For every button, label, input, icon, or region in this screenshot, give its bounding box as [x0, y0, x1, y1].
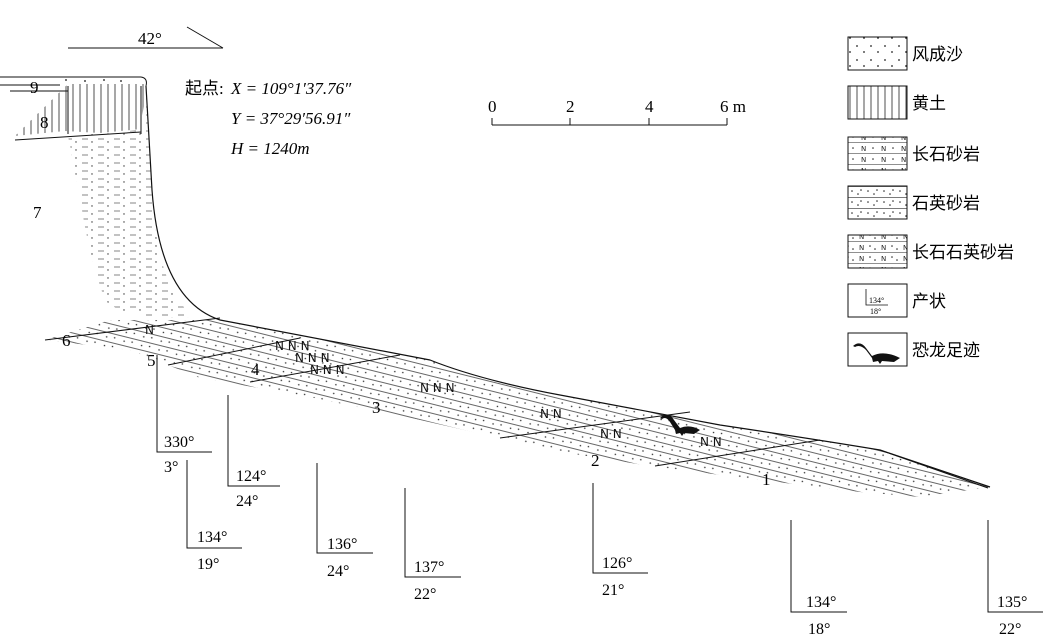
dinosaur-track-icon [660, 414, 700, 436]
start-y-coordinate: Y = 37°29′56.91″ [231, 109, 351, 128]
attitude-dip: 24° [236, 493, 258, 510]
legend-item-loess: 黄土 [847, 85, 946, 120]
legend-attitude-azimuth: 134° [869, 296, 884, 305]
layer-9-aeolian-sand [0, 76, 147, 92]
layer-number-6: 6 [62, 331, 71, 350]
scale-tick-label: 2 [566, 97, 575, 116]
svg-text:N N N: N N N [295, 351, 330, 365]
attitude-dip: 19° [197, 556, 219, 573]
layer-labels: 9 8 7 6 5 4 3 2 1 [30, 78, 771, 489]
attitude-azimuth: 135° [997, 594, 1027, 611]
svg-text:N N: N N [700, 435, 722, 449]
attitude-marker: 124° 24° [227, 395, 280, 510]
scale-bar: 0 2 4 6 m [488, 97, 746, 126]
attitude-azimuth: 134° [197, 529, 227, 546]
attitude-marker: 137° 22° [404, 488, 461, 603]
legend-item-dinosaur-track: 恐龙足迹 [847, 332, 980, 367]
attitude-dip: 22° [999, 621, 1021, 638]
svg-text:N N: N N [540, 407, 562, 421]
layer-number-8: 8 [40, 113, 49, 132]
svg-text:N N N: N N N [310, 363, 345, 377]
legend-label: 长石石英砂岩 [912, 243, 1014, 263]
attitude-azimuth: 134° [806, 594, 836, 611]
direction-bearing: 42° [138, 29, 162, 48]
scale-tick-label: 4 [645, 97, 654, 116]
attitude-dip: 18° [808, 621, 830, 638]
attitude-marker: 134° 18° [790, 520, 847, 638]
legend: 风成沙 黄土 长石砂岩 石英砂岩 长石石英砂岩 134° 18° 产状 [847, 36, 1014, 367]
layer-number-4: 4 [251, 360, 260, 379]
attitude-azimuth: 136° [327, 536, 357, 553]
legend-item-aeolian-sand: 风成沙 [847, 36, 963, 71]
layer-number-3: 3 [372, 398, 381, 417]
legend-label: 产状 [912, 292, 946, 312]
legend-label: 长石砂岩 [912, 145, 980, 165]
svg-text:N N N: N N N [275, 339, 310, 353]
layer-number-1: 1 [762, 470, 771, 489]
direction-indicator: 42° [68, 26, 224, 49]
layer-number-2: 2 [591, 451, 600, 470]
slope-strata: N N N N N N N N N N N N N N N N N N N [44, 317, 991, 497]
attitude-marker: 126° 21° [592, 483, 648, 599]
scale-tick-label: 6 m [720, 97, 746, 116]
start-point-coordinates: 起点: X = 109°1′37.76″ Y = 37°29′56.91″ H … [185, 79, 352, 158]
attitude-azimuth: 124° [236, 468, 266, 485]
layer-number-9: 9 [30, 78, 39, 97]
svg-text:N N: N N [600, 427, 622, 441]
svg-text:N N N: N N N [420, 381, 455, 395]
attitude-dip: 22° [414, 586, 436, 603]
legend-label: 恐龙足迹 [912, 341, 980, 361]
attitude-markers: 330° 3° 124° 24° 134° 19° 136° 24° 137° … [156, 355, 1043, 638]
start-elevation: H = 1240m [230, 139, 310, 158]
attitude-marker: 330° 3° [156, 355, 212, 476]
legend-item-arkose: 长石砂岩 [847, 136, 980, 171]
attitude-azimuth: 330° [164, 434, 194, 451]
start-x-coordinate: X = 109°1′37.76″ [230, 79, 352, 98]
attitude-marker: 136° 24° [316, 463, 373, 580]
attitude-marker: 134° 19° [186, 460, 242, 573]
start-point-label: 起点: [185, 79, 224, 98]
dinosaur-icon [853, 343, 900, 364]
legend-label: 黄土 [912, 94, 946, 114]
attitude-dip: 21° [602, 582, 624, 599]
attitude-marker: 135° 22° [987, 520, 1043, 638]
scale-tick-label: 0 [488, 97, 497, 116]
attitude-azimuth: 137° [414, 559, 444, 576]
layer-7-cliff [68, 85, 221, 321]
svg-text:N: N [145, 323, 154, 337]
legend-attitude-dip: 18° [870, 307, 881, 316]
attitude-dip: 3° [164, 459, 178, 476]
legend-label: 石英砂岩 [912, 194, 980, 214]
legend-label: 风成沙 [912, 45, 963, 65]
attitude-dip: 24° [327, 563, 349, 580]
legend-item-quartz-sandstone: 石英砂岩 [847, 185, 980, 220]
layer-number-5: 5 [147, 351, 156, 370]
legend-item-arkosic-quartz-sandstone: 长石石英砂岩 [847, 234, 1014, 269]
attitude-azimuth: 126° [602, 555, 632, 572]
legend-item-attitude: 134° 18° 产状 [847, 283, 946, 318]
layer-number-7: 7 [33, 203, 42, 222]
